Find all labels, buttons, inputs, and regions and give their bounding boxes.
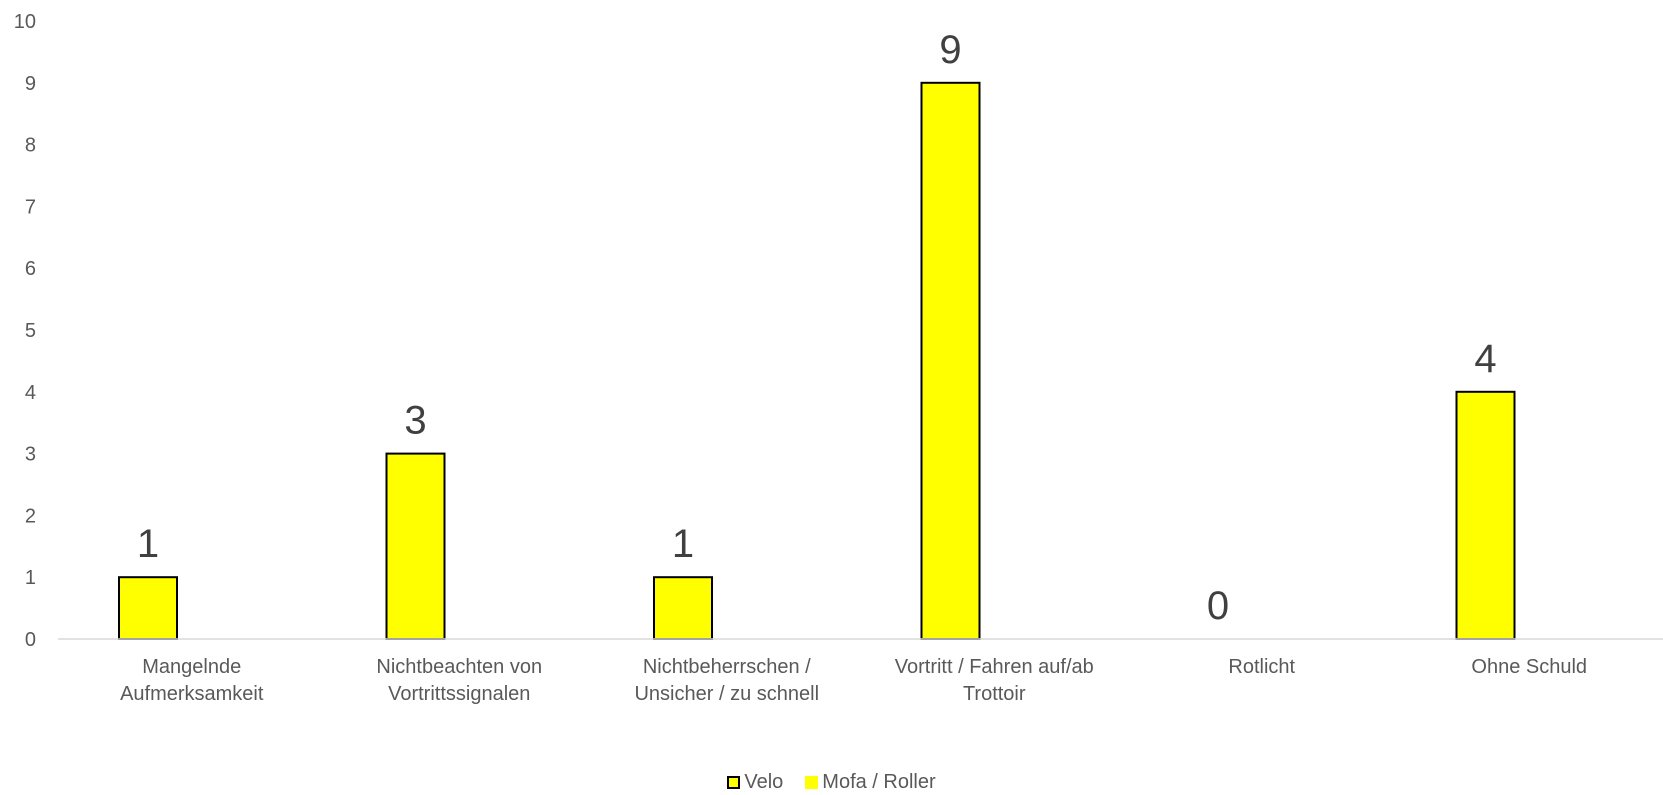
category-label: Nichtbeachten von Vortrittssignalen (376, 656, 542, 705)
data-label: 9 (939, 28, 961, 72)
y-tick-label: 2 (25, 505, 36, 527)
data-label: 4 (1474, 337, 1496, 381)
y-tick-label: 3 (25, 444, 36, 466)
data-label: 3 (404, 399, 426, 443)
y-tick-label: 9 (25, 73, 36, 95)
bar-velo (920, 81, 981, 641)
y-tick-label: 6 (25, 258, 36, 280)
data-label: 0 (1207, 584, 1229, 628)
bar-velo (653, 576, 713, 641)
y-tick-label: 1 (25, 567, 36, 589)
bar-velo (1455, 390, 1516, 640)
y-tick-label: 4 (25, 382, 36, 404)
legend-swatch-mofa-roller (805, 775, 819, 789)
bars (118, 81, 1516, 641)
category-labels: Mangelnde Aufmerksamkeit Nichtbeachten von… (120, 656, 1587, 705)
y-tick-label: 0 (25, 629, 36, 651)
category-label: Vortritt / Fahren auf/ab Trottoir (895, 656, 1094, 705)
legend-item-velo: Velo (727, 771, 783, 794)
bar-velo (385, 452, 446, 640)
bar-chart: 0 1 2 3 4 5 6 7 8 9 10 1 3 1 9 0 4 Mangelnde Aufmerksamk… (14, 11, 1663, 705)
legend-swatch-velo (727, 775, 741, 789)
category-label: Rotlicht (1228, 656, 1295, 678)
bar-velo (118, 576, 178, 641)
y-tick-label: 10 (14, 11, 36, 33)
data-label: 1 (672, 522, 694, 566)
y-tick-label: 8 (25, 135, 36, 157)
y-tick-label: 7 (25, 196, 36, 218)
data-labels: 1 3 1 9 0 4 (137, 28, 1497, 628)
category-label: Nichtbeherrschen / Unsicher / zu schnell (634, 656, 819, 705)
legend-label-mofa-roller: Mofa / Roller (822, 770, 936, 793)
y-tick-label: 5 (25, 320, 36, 342)
legend-label-velo: Velo (744, 770, 784, 793)
legend: Velo Mofa / Roller (0, 770, 1663, 794)
category-label: Ohne Schuld (1471, 656, 1587, 678)
category-label: Mangelnde Aufmerksamkeit (120, 656, 264, 705)
legend-item-mofa-roller: Mofa / Roller (805, 770, 936, 794)
data-label: 1 (137, 522, 159, 566)
y-axis-tick-labels: 0 1 2 3 4 5 6 7 8 9 10 (14, 11, 36, 651)
